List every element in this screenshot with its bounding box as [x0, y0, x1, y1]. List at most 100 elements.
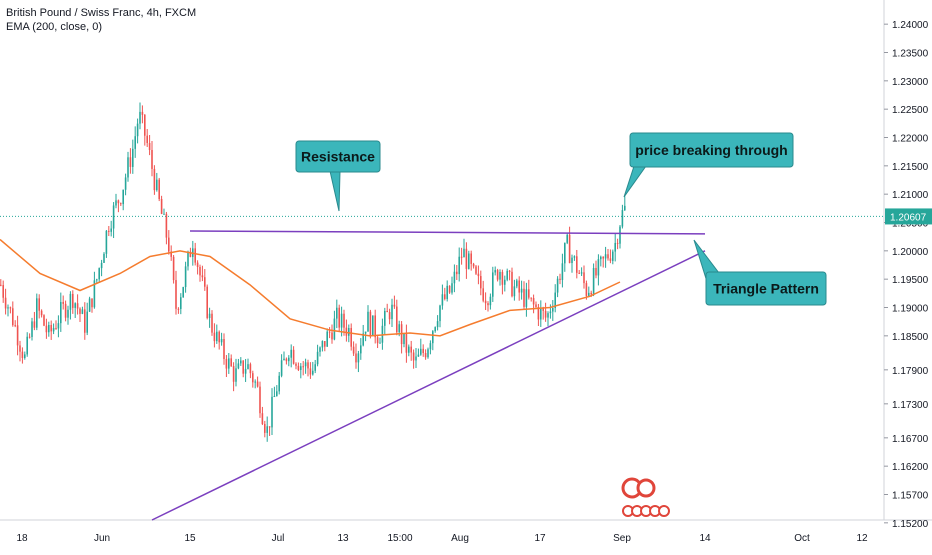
candle-body [7, 307, 9, 309]
candle-body [120, 203, 122, 205]
candle-body [357, 353, 360, 363]
candle-body [0, 284, 2, 286]
candle-body [177, 308, 180, 310]
callout-pattern-text: Triangle Pattern [713, 281, 819, 297]
candle-body [405, 333, 408, 353]
candle-body [523, 288, 525, 307]
y-tick-label: 1.21000 [892, 190, 929, 201]
candle-body [417, 354, 420, 357]
x-tick-label: 17 [534, 533, 546, 544]
y-tick-label: 1.19000 [892, 304, 929, 315]
candle-body [350, 328, 352, 347]
candle-body [175, 280, 177, 309]
candle-body [2, 285, 4, 298]
candle-body [607, 254, 609, 259]
candle-body [480, 276, 482, 289]
candle-body [516, 280, 518, 287]
candle-body [326, 331, 328, 347]
candle-body [458, 256, 460, 275]
candle-body [499, 271, 501, 280]
candle-body [21, 351, 24, 358]
y-tick-label: 1.20000 [892, 247, 929, 258]
candle-body [216, 331, 218, 342]
candle-body [492, 272, 494, 297]
candle-body [580, 272, 583, 274]
candle-body [254, 381, 256, 383]
candle-body [468, 253, 470, 269]
candle-body [115, 200, 117, 206]
candle-body [355, 353, 357, 363]
candle-body [9, 307, 12, 309]
candle-body [501, 271, 504, 285]
candle-body [182, 287, 184, 298]
candle-body [201, 275, 204, 278]
candle-body [535, 304, 537, 307]
candle-body [321, 341, 324, 348]
candle-body [307, 362, 309, 369]
candle-body [463, 248, 465, 258]
logo-small-circle [658, 505, 670, 517]
candle-body [348, 328, 350, 336]
candle-body [204, 277, 206, 287]
candle-body [616, 242, 619, 244]
candle-body [67, 309, 69, 318]
candle-body [487, 303, 489, 306]
candle-body [79, 308, 81, 314]
candle-body [602, 256, 604, 259]
candle-body [624, 205, 626, 211]
y-tick-label: 1.23000 [892, 77, 929, 88]
candle-body [194, 248, 196, 263]
candle-body [184, 266, 187, 288]
candle-body [72, 293, 74, 308]
chart-title: British Pound / Swiss Franc, 4h, FXCM [6, 7, 197, 19]
candle-body [211, 313, 213, 333]
y-tick-label: 1.15700 [892, 491, 929, 502]
candle-body [225, 359, 228, 369]
candle-body [592, 267, 595, 295]
candle-body [36, 298, 38, 328]
candle-body [388, 312, 391, 320]
candle-body [69, 293, 72, 310]
candles [0, 102, 626, 442]
candle-body [583, 272, 585, 284]
y-tick-label: 1.19500 [892, 275, 929, 286]
candle-body [604, 254, 607, 259]
callout-resistance: Resistance [295, 140, 381, 212]
candle-body [165, 213, 168, 238]
y-tick-label: 1.21500 [892, 162, 929, 173]
candle-body [408, 346, 410, 353]
callout-breakout-box [629, 132, 794, 168]
candle-body [136, 123, 139, 137]
candle-body [456, 271, 458, 275]
candle-body [81, 309, 84, 314]
candle-body [312, 370, 314, 375]
candle-body [163, 213, 165, 215]
candle-body [520, 288, 523, 293]
candle-body [213, 332, 216, 342]
candle-body [352, 346, 355, 354]
candle-body [45, 325, 48, 333]
candle-body [117, 200, 120, 204]
candle-body [300, 366, 302, 370]
candle-body [196, 262, 199, 267]
candle-body [530, 297, 532, 299]
candle-body [43, 315, 45, 326]
candle-body [19, 345, 21, 352]
y-tick-label: 1.15200 [892, 519, 929, 530]
x-tick-label: 15 [184, 533, 196, 544]
candle-body [50, 325, 52, 332]
candle-body [621, 210, 624, 227]
candle-body [525, 289, 528, 307]
callout-pattern-box [705, 271, 827, 306]
candle-body [292, 349, 295, 364]
candle-body [31, 321, 33, 337]
candle-body [372, 315, 374, 336]
candle-body [472, 263, 475, 267]
candle-body [156, 179, 158, 191]
candle-body [273, 396, 276, 398]
candle-body [396, 306, 398, 333]
candle-body [568, 234, 571, 264]
x-tick-label: Sep [613, 533, 631, 544]
